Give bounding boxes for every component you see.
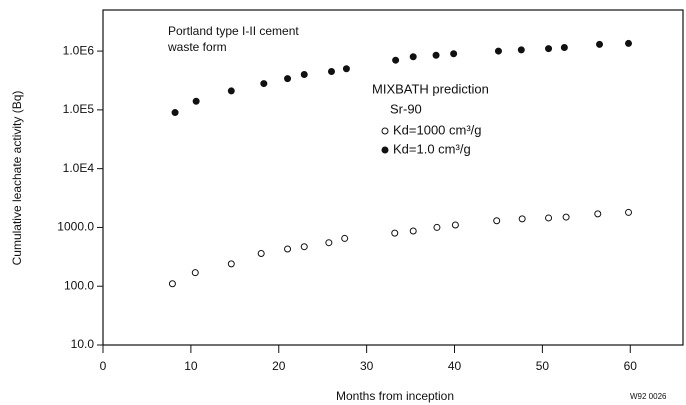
- point: [284, 75, 292, 83]
- point: [341, 234, 349, 242]
- x-tick-label: 10: [184, 359, 198, 373]
- point: [451, 221, 459, 229]
- point: [493, 217, 501, 225]
- point: [432, 51, 440, 59]
- y-tick-label: 1000.0: [57, 220, 94, 234]
- point: [391, 229, 399, 237]
- y-axis-label: Cumulative leachate activity (Bq): [10, 91, 24, 266]
- point: [300, 70, 308, 78]
- y-tick-label: 1.0E6: [63, 43, 95, 57]
- point: [327, 67, 335, 75]
- point: [545, 214, 553, 222]
- legend-marker: [381, 127, 389, 135]
- annotation: Sr-90: [390, 101, 422, 116]
- point: [392, 56, 400, 64]
- x-tick-label: 40: [448, 359, 462, 373]
- point: [227, 87, 235, 95]
- y-tick-label: 1.0E5: [63, 102, 95, 116]
- point: [409, 227, 417, 235]
- point: [625, 208, 633, 216]
- y-tick-label: 10.0: [71, 337, 95, 351]
- point: [171, 109, 179, 117]
- x-tick-label: 0: [100, 359, 107, 373]
- x-tick-label: 50: [536, 359, 550, 373]
- point: [494, 47, 502, 55]
- point: [409, 53, 417, 61]
- annotation: MIXBATH prediction: [372, 81, 489, 96]
- point: [433, 223, 441, 231]
- point: [562, 213, 570, 221]
- legend-label: Kd=1000 cm³/g: [393, 122, 482, 137]
- point: [450, 50, 458, 58]
- legend-marker: [381, 146, 389, 154]
- point: [518, 215, 526, 223]
- point: [594, 210, 602, 218]
- point: [192, 97, 200, 105]
- legend-label: Kd=1.0 cm³/g: [393, 141, 471, 156]
- point: [168, 280, 176, 288]
- x-tick-label: 20: [272, 359, 286, 373]
- y-tick-label: 100.0: [64, 278, 94, 292]
- y-tick-label: 1.0E4: [63, 161, 95, 175]
- point: [342, 65, 350, 73]
- annotation: Portland type I-II cement: [168, 24, 299, 38]
- annotation: W92 0026: [630, 392, 667, 401]
- point: [325, 239, 333, 247]
- point: [625, 39, 633, 47]
- x-tick-label: 60: [624, 359, 638, 373]
- point: [191, 269, 199, 277]
- point: [260, 80, 268, 88]
- point: [596, 40, 604, 48]
- point: [517, 46, 525, 54]
- point: [284, 245, 292, 253]
- point: [560, 44, 568, 52]
- point: [227, 260, 235, 268]
- x-tick-label: 30: [360, 359, 374, 373]
- point: [257, 250, 265, 258]
- point: [545, 45, 553, 53]
- x-axis-label: Months from inception: [336, 389, 454, 403]
- plot-frame: [102, 9, 684, 346]
- annotation: waste form: [167, 40, 227, 54]
- point: [300, 243, 308, 251]
